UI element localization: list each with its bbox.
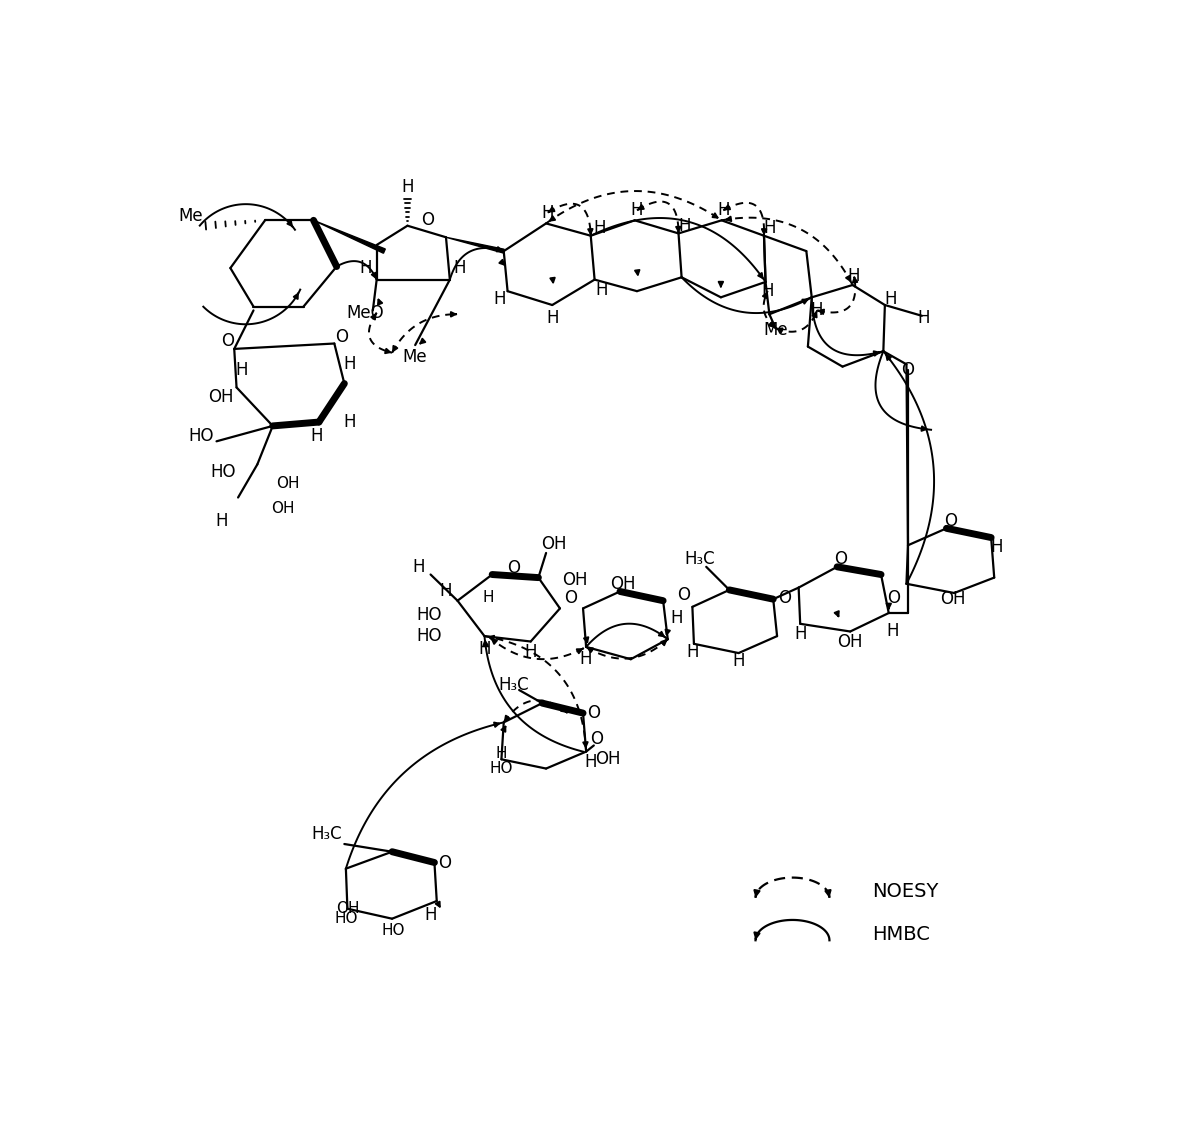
Text: Me: Me bbox=[178, 208, 202, 225]
Text: HO: HO bbox=[381, 922, 405, 937]
Text: H: H bbox=[717, 201, 729, 219]
Text: O: O bbox=[438, 854, 451, 871]
Text: H: H bbox=[580, 650, 592, 669]
Text: H: H bbox=[215, 512, 227, 529]
Text: H: H bbox=[344, 355, 356, 374]
Text: O: O bbox=[421, 211, 434, 230]
Text: H: H bbox=[440, 583, 452, 600]
Text: O: O bbox=[888, 589, 901, 607]
Text: NOESY: NOESY bbox=[872, 882, 938, 902]
Text: H: H bbox=[493, 290, 506, 307]
Text: OH: OH bbox=[940, 590, 965, 608]
Text: O: O bbox=[834, 550, 847, 568]
Text: H: H bbox=[887, 623, 899, 640]
Text: H: H bbox=[541, 203, 553, 222]
Text: H: H bbox=[525, 642, 537, 661]
Text: O: O bbox=[508, 559, 520, 577]
Text: H: H bbox=[678, 217, 691, 234]
Text: HO: HO bbox=[416, 628, 442, 645]
Text: O: O bbox=[589, 730, 603, 749]
Text: H: H bbox=[496, 745, 508, 760]
Polygon shape bbox=[314, 221, 385, 254]
Text: H: H bbox=[585, 753, 597, 772]
Text: H: H bbox=[482, 590, 494, 605]
Text: H: H bbox=[413, 558, 426, 576]
Text: HO: HO bbox=[490, 761, 514, 776]
Text: HMBC: HMBC bbox=[872, 925, 930, 944]
Text: O: O bbox=[778, 589, 792, 607]
Text: H: H bbox=[811, 302, 823, 319]
Text: HO: HO bbox=[189, 427, 214, 445]
Text: H: H bbox=[761, 282, 774, 301]
Text: H: H bbox=[917, 309, 930, 327]
Text: H: H bbox=[425, 906, 437, 924]
Text: H: H bbox=[686, 642, 699, 661]
Text: H: H bbox=[236, 361, 248, 378]
Text: H: H bbox=[454, 259, 466, 277]
Text: H: H bbox=[884, 290, 897, 307]
Text: H: H bbox=[310, 427, 322, 445]
Text: Me: Me bbox=[763, 321, 788, 338]
Text: H₃C: H₃C bbox=[498, 677, 529, 695]
Text: H: H bbox=[630, 201, 644, 219]
Text: H₃C: H₃C bbox=[312, 825, 342, 844]
Text: H: H bbox=[990, 538, 1003, 555]
Text: O: O bbox=[336, 328, 349, 346]
Text: H₃C: H₃C bbox=[685, 550, 716, 568]
Text: O: O bbox=[221, 333, 233, 350]
Text: OH: OH bbox=[336, 901, 360, 917]
Text: OH: OH bbox=[541, 535, 567, 553]
Text: H: H bbox=[479, 640, 491, 658]
Text: H: H bbox=[546, 309, 558, 327]
Text: H: H bbox=[595, 281, 608, 298]
Text: OH: OH bbox=[208, 389, 233, 407]
Text: OH: OH bbox=[271, 501, 295, 515]
Text: HO: HO bbox=[334, 911, 357, 926]
Text: MeO: MeO bbox=[346, 304, 384, 321]
Text: H: H bbox=[763, 219, 776, 237]
Text: H: H bbox=[794, 625, 806, 642]
Text: OH: OH bbox=[563, 570, 588, 589]
Text: Me: Me bbox=[403, 347, 427, 366]
Text: O: O bbox=[587, 704, 600, 722]
Polygon shape bbox=[446, 238, 504, 253]
Text: H: H bbox=[358, 259, 372, 277]
Text: O: O bbox=[944, 512, 956, 529]
Text: H: H bbox=[594, 219, 606, 237]
Text: HO: HO bbox=[211, 463, 236, 481]
Text: OH: OH bbox=[277, 477, 300, 491]
Text: O: O bbox=[564, 589, 577, 607]
Text: H: H bbox=[733, 652, 745, 670]
Text: OH: OH bbox=[837, 633, 863, 652]
Text: O: O bbox=[676, 586, 689, 605]
Text: O: O bbox=[901, 361, 914, 378]
Text: OH: OH bbox=[595, 750, 621, 768]
Text: OH: OH bbox=[610, 575, 636, 593]
Text: H: H bbox=[848, 266, 860, 285]
Text: H: H bbox=[402, 178, 414, 197]
Text: H: H bbox=[344, 413, 356, 431]
Text: HO: HO bbox=[416, 606, 442, 624]
Text: H: H bbox=[671, 609, 683, 628]
